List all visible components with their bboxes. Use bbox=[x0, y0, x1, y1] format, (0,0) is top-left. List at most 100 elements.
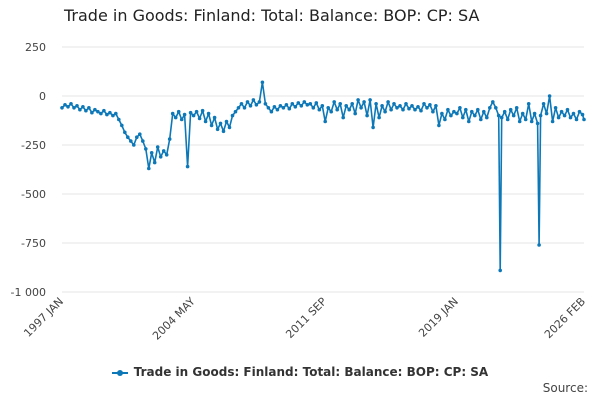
data-point[interactable] bbox=[526, 102, 531, 106]
data-point[interactable] bbox=[149, 151, 154, 155]
data-point[interactable] bbox=[164, 153, 169, 157]
data-point[interactable] bbox=[470, 109, 474, 114]
data-point[interactable] bbox=[537, 243, 541, 247]
data-point[interactable] bbox=[170, 111, 175, 116]
data-point[interactable] bbox=[111, 113, 115, 118]
data-point[interactable] bbox=[227, 125, 232, 130]
data-point[interactable] bbox=[389, 107, 393, 112]
data-point[interactable] bbox=[473, 113, 477, 118]
data-point[interactable] bbox=[452, 109, 456, 114]
data-point[interactable] bbox=[565, 107, 570, 112]
data-point[interactable] bbox=[242, 106, 247, 110]
data-point[interactable] bbox=[87, 106, 91, 110]
data-point[interactable] bbox=[254, 103, 259, 107]
data-point[interactable] bbox=[308, 102, 313, 106]
data-point[interactable] bbox=[84, 108, 88, 113]
data-point[interactable] bbox=[323, 119, 328, 124]
data-point[interactable] bbox=[401, 107, 405, 112]
data-point[interactable] bbox=[514, 106, 519, 110]
data-point[interactable] bbox=[272, 105, 277, 109]
data-point[interactable] bbox=[502, 109, 507, 114]
data-point[interactable] bbox=[335, 107, 340, 112]
data-point[interactable] bbox=[431, 109, 435, 114]
data-point[interactable] bbox=[311, 106, 316, 110]
data-point[interactable] bbox=[341, 115, 346, 120]
data-point[interactable] bbox=[155, 145, 160, 149]
data-point[interactable] bbox=[428, 103, 432, 107]
data-point[interactable] bbox=[263, 102, 268, 106]
data-point[interactable] bbox=[416, 105, 420, 109]
data-point[interactable] bbox=[413, 107, 417, 112]
data-point[interactable] bbox=[284, 103, 289, 107]
data-point[interactable] bbox=[194, 109, 199, 114]
data-point[interactable] bbox=[224, 119, 229, 124]
data-point[interactable] bbox=[236, 106, 241, 110]
data-point[interactable] bbox=[305, 103, 310, 107]
data-point[interactable] bbox=[230, 113, 235, 118]
data-point[interactable] bbox=[129, 139, 133, 143]
data-point[interactable] bbox=[529, 119, 534, 124]
data-point[interactable] bbox=[517, 119, 522, 124]
data-point[interactable] bbox=[161, 149, 166, 153]
data-point[interactable] bbox=[191, 113, 196, 118]
data-point[interactable] bbox=[105, 112, 109, 117]
data-point[interactable] bbox=[63, 103, 67, 107]
data-point[interactable] bbox=[371, 125, 375, 130]
data-point[interactable] bbox=[176, 109, 181, 114]
data-point[interactable] bbox=[72, 106, 76, 110]
data-point[interactable] bbox=[356, 98, 360, 102]
data-point[interactable] bbox=[132, 143, 136, 147]
data-point[interactable] bbox=[152, 160, 157, 165]
data-point[interactable] bbox=[449, 113, 453, 118]
data-point[interactable] bbox=[571, 111, 576, 116]
data-point[interactable] bbox=[102, 108, 106, 113]
data-point[interactable] bbox=[485, 115, 489, 120]
data-point[interactable] bbox=[275, 107, 280, 112]
data-point[interactable] bbox=[467, 119, 471, 124]
data-point[interactable] bbox=[419, 108, 423, 113]
data-point[interactable] bbox=[446, 107, 450, 112]
data-point[interactable] bbox=[582, 117, 586, 122]
data-point[interactable] bbox=[574, 117, 579, 122]
data-point[interactable] bbox=[547, 94, 552, 98]
data-point[interactable] bbox=[553, 106, 558, 110]
data-point[interactable] bbox=[425, 106, 429, 110]
data-point[interactable] bbox=[251, 98, 256, 102]
data-point[interactable] bbox=[338, 102, 343, 106]
data-point[interactable] bbox=[437, 123, 441, 128]
data-point[interactable] bbox=[461, 115, 465, 120]
data-point[interactable] bbox=[329, 109, 334, 114]
data-point[interactable] bbox=[257, 100, 262, 104]
data-point[interactable] bbox=[383, 109, 387, 114]
data-point[interactable] bbox=[532, 111, 537, 116]
data-point[interactable] bbox=[541, 102, 546, 106]
data-point[interactable] bbox=[508, 107, 513, 112]
data-point[interactable] bbox=[260, 80, 265, 85]
data-point[interactable] bbox=[398, 104, 402, 108]
data-point[interactable] bbox=[538, 113, 543, 118]
data-point[interactable] bbox=[350, 102, 355, 106]
data-point[interactable] bbox=[491, 100, 495, 104]
data-point[interactable] bbox=[347, 107, 352, 112]
data-point[interactable] bbox=[290, 102, 295, 106]
data-point[interactable] bbox=[386, 100, 390, 104]
data-point[interactable] bbox=[144, 147, 148, 151]
data-point[interactable] bbox=[147, 166, 151, 171]
data-point[interactable] bbox=[440, 111, 444, 116]
data-point[interactable] bbox=[314, 101, 319, 105]
data-point[interactable] bbox=[365, 113, 369, 118]
data-point[interactable] bbox=[362, 100, 366, 104]
data-point[interactable] bbox=[410, 104, 414, 108]
data-point[interactable] bbox=[179, 117, 184, 122]
data-point[interactable] bbox=[245, 100, 250, 104]
data-point[interactable] bbox=[404, 102, 408, 106]
data-point[interactable] bbox=[476, 107, 480, 112]
data-point[interactable] bbox=[203, 119, 208, 124]
data-point[interactable] bbox=[498, 268, 503, 273]
legend[interactable]: Trade in Goods: Finland: Total: Balance:… bbox=[0, 365, 600, 379]
data-point[interactable] bbox=[66, 105, 70, 109]
data-point[interactable] bbox=[90, 110, 94, 115]
data-point[interactable] bbox=[69, 102, 73, 106]
data-point[interactable] bbox=[215, 127, 220, 132]
data-point[interactable] bbox=[281, 106, 286, 110]
